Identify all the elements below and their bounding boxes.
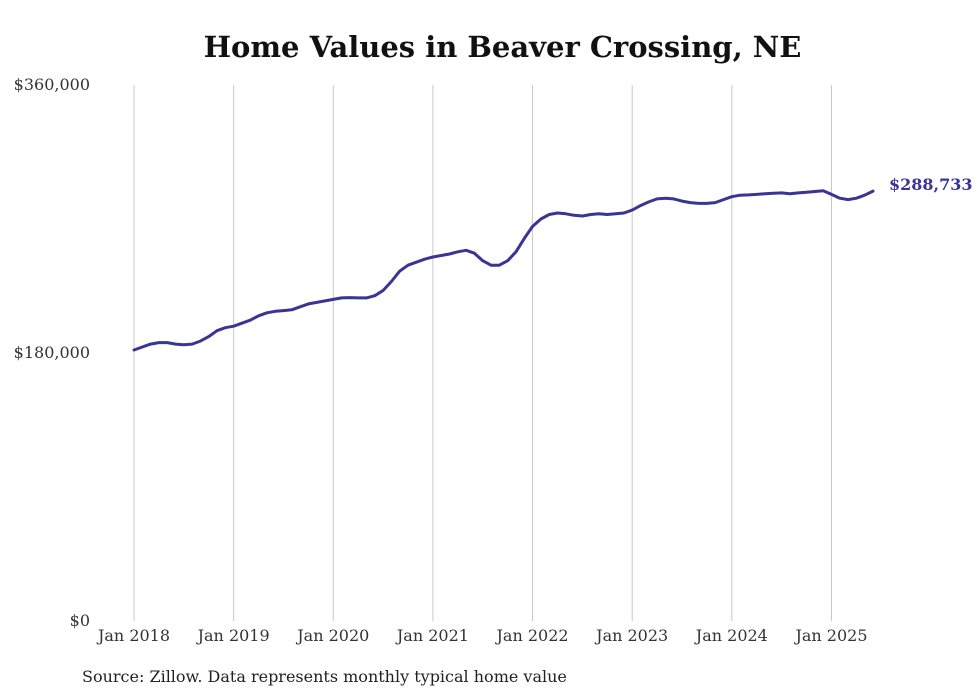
source-note: Source: Zillow. Data represents monthly … xyxy=(82,667,567,686)
x-tick-label: Jan 2020 xyxy=(295,626,369,645)
x-tick-label: Jan 2019 xyxy=(196,626,270,645)
chart-title: Home Values in Beaver Crossing, NE xyxy=(203,30,802,64)
home-value-series-line xyxy=(132,189,875,352)
x-tick-label: Jan 2018 xyxy=(96,626,170,645)
y-axis-tick-labels: $0 $180,000 $360,000 xyxy=(14,75,90,630)
y-tick-label: $360,000 xyxy=(14,75,90,94)
x-tick-label: Jan 2025 xyxy=(793,626,867,645)
x-tick-label: Jan 2021 xyxy=(395,626,469,645)
y-tick-label: $0 xyxy=(70,611,90,630)
latest-value-label: $288,733 xyxy=(889,175,973,194)
y-tick-label: $180,000 xyxy=(14,343,90,362)
x-tick-label: Jan 2023 xyxy=(594,626,668,645)
x-tick-label: Jan 2022 xyxy=(495,626,569,645)
x-tick-label: Jan 2024 xyxy=(694,626,768,645)
x-axis-tick-labels: Jan 2018 Jan 2019 Jan 2020 Jan 2021 Jan 2022… xyxy=(96,626,868,645)
vertical-gridlines xyxy=(133,85,832,621)
